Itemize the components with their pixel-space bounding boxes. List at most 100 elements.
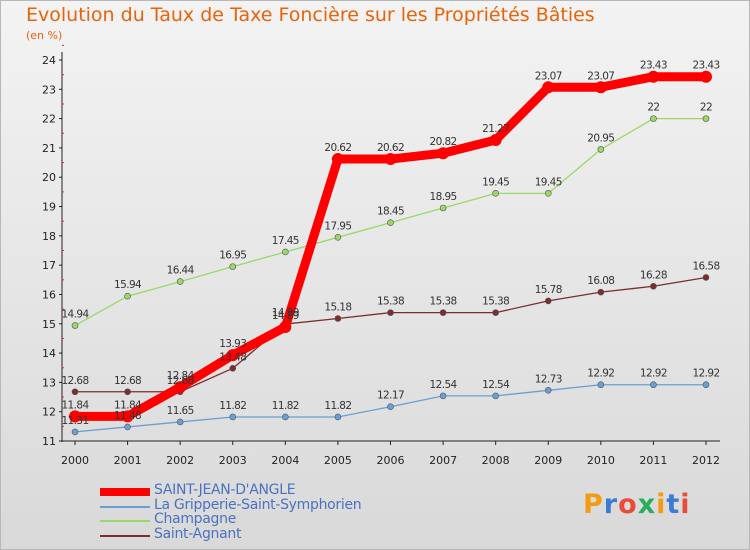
data-label-saint-jean-d-angle: 14.89	[272, 310, 299, 322]
data-label-la-gripperie-saint-symphorien: 11.65	[167, 405, 194, 417]
y-tick-label: 16	[42, 288, 56, 301]
data-point-la-gripperie-saint-symphorien	[387, 403, 394, 411]
data-label-saint-jean-d-angle: 23.07	[587, 70, 614, 82]
data-label-saint-jean-d-angle: 20.82	[430, 136, 457, 148]
y-tick-label: 23	[42, 83, 56, 96]
data-point-saint-jean-d-angle	[700, 70, 712, 83]
data-point-champagne	[229, 263, 237, 270]
data-label-saint-agnant: 16.58	[692, 260, 719, 272]
data-label-saint-jean-d-angle: 23.43	[640, 60, 667, 72]
data-point-champagne	[597, 146, 605, 153]
data-label-saint-agnant: 12.68	[114, 375, 141, 387]
x-tick-label: 2000	[61, 454, 89, 467]
legend-swatch	[100, 534, 150, 537]
data-point-saint-agnant	[124, 388, 131, 396]
x-tick-label: 2011	[639, 454, 667, 467]
data-label-saint-agnant: 15.18	[324, 301, 351, 313]
data-label-saint-jean-d-angle: 20.62	[324, 142, 351, 154]
x-tick-label: 2005	[324, 454, 352, 467]
data-label-saint-jean-d-angle: 23.07	[535, 70, 562, 82]
data-label-champagne: 18.45	[377, 206, 404, 218]
data-point-saint-jean-d-angle	[69, 410, 81, 423]
data-label-la-gripperie-saint-symphorien: 11.82	[219, 400, 246, 412]
data-label-saint-agnant: 12.68	[61, 375, 88, 387]
data-point-la-gripperie-saint-symphorien	[650, 381, 657, 389]
x-tick-label: 2006	[377, 454, 405, 467]
data-label-saint-agnant: 15.38	[377, 296, 404, 308]
data-point-saint-agnant	[334, 315, 342, 322]
legend-swatch	[100, 520, 150, 522]
data-point-saint-jean-d-angle	[647, 70, 660, 83]
data-point-saint-jean-d-angle	[226, 349, 239, 362]
legend-label: La Gripperie-Saint-Symphorien	[154, 496, 362, 513]
data-point-la-gripperie-saint-symphorien	[544, 386, 552, 394]
data-label-champagne: 20.95	[587, 132, 614, 144]
data-point-saint-jean-d-angle	[121, 410, 134, 423]
data-point-saint-agnant	[702, 274, 710, 281]
data-point-saint-agnant	[650, 282, 657, 290]
data-label-la-gripperie-saint-symphorien: 12.54	[482, 379, 510, 391]
data-label-saint-jean-d-angle: 20.62	[377, 142, 404, 154]
data-label-saint-agnant: 12.68	[167, 375, 194, 387]
data-label-la-gripperie-saint-symphorien: 12.73	[535, 373, 562, 385]
data-label-champagne: 22	[647, 102, 659, 114]
unit-label: (en %)	[26, 29, 63, 42]
data-label-saint-jean-d-angle: 23.43	[692, 60, 719, 72]
x-tick-label: 2012	[692, 454, 720, 467]
data-point-la-gripperie-saint-symphorien	[597, 381, 605, 389]
data-point-champagne	[124, 292, 131, 300]
y-tick-label: 14	[42, 347, 56, 360]
data-label-la-gripperie-saint-symphorien: 11.48	[114, 410, 141, 422]
data-point-champagne	[282, 248, 289, 256]
y-tick-label: 21	[42, 142, 56, 155]
data-point-la-gripperie-saint-symphorien	[176, 418, 184, 426]
data-point-saint-jean-d-angle	[594, 81, 607, 94]
y-tick-label: 24	[42, 54, 56, 67]
data-point-saint-jean-d-angle	[384, 153, 397, 166]
data-label-saint-agnant: 13.48	[219, 351, 246, 363]
data-label-saint-agnant: 15.78	[535, 284, 562, 296]
y-tick-label: 13	[42, 376, 56, 389]
data-label-champagne: 18.95	[430, 191, 457, 203]
data-label-champagne: 17.95	[324, 220, 351, 232]
data-point-champagne	[439, 204, 447, 212]
data-label-la-gripperie-saint-symphorien: 12.92	[640, 368, 667, 380]
data-point-champagne	[176, 278, 184, 285]
data-point-la-gripperie-saint-symphorien	[124, 423, 131, 431]
data-label-champagne: 15.94	[114, 279, 142, 291]
data-label-champagne: 14.94	[61, 309, 89, 321]
data-label-saint-jean-d-angle: 13.93	[219, 338, 246, 350]
x-tick-label: 2004	[271, 454, 299, 467]
legend-swatch	[100, 488, 150, 496]
data-label-la-gripperie-saint-symphorien: 12.54	[430, 379, 458, 391]
proxiti-logo: Proxiti	[583, 489, 691, 520]
x-tick-label: 2003	[219, 454, 247, 467]
data-point-la-gripperie-saint-symphorien	[702, 381, 710, 389]
data-label-champagne: 19.45	[482, 176, 509, 188]
legend-swatch	[100, 505, 150, 508]
data-label-la-gripperie-saint-symphorien: 11.82	[324, 400, 351, 412]
y-tick-label: 18	[42, 230, 56, 243]
data-label-saint-agnant: 15.38	[482, 296, 509, 308]
data-point-champagne	[650, 115, 657, 122]
data-label-saint-jean-d-angle: 11.84	[61, 399, 89, 411]
y-tick-label: 20	[42, 171, 56, 184]
data-point-saint-jean-d-angle	[279, 320, 292, 333]
data-label-saint-agnant: 15.38	[430, 296, 457, 308]
data-point-saint-agnant	[544, 297, 552, 305]
data-label-la-gripperie-saint-symphorien: 11.31	[61, 415, 88, 427]
data-point-saint-agnant	[439, 309, 447, 316]
y-tick-label: 22	[42, 113, 56, 126]
data-point-saint-agnant	[492, 309, 499, 316]
data-point-saint-jean-d-angle	[489, 134, 502, 147]
data-label-champagne: 17.45	[272, 235, 299, 247]
data-point-saint-agnant	[71, 388, 79, 396]
data-label-saint-agnant: 16.08	[587, 275, 614, 287]
data-label-saint-agnant: 14.99	[272, 307, 299, 319]
data-label-champagne: 16.95	[219, 250, 246, 262]
x-tick-label: 2009	[534, 454, 562, 467]
data-label-champagne: 19.45	[535, 176, 562, 188]
data-point-saint-agnant	[229, 365, 237, 372]
y-tick-label: 11	[42, 435, 56, 448]
